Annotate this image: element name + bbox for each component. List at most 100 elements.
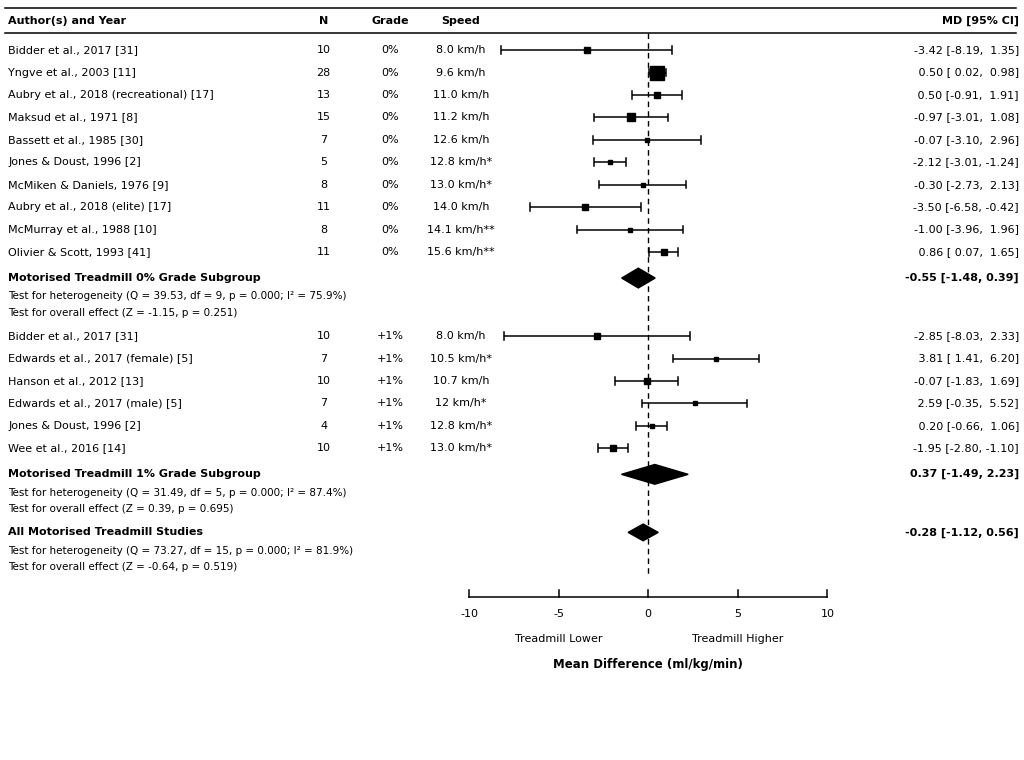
Text: All Motorised Treadmill Studies: All Motorised Treadmill Studies <box>8 527 203 537</box>
Text: 13.0 km/h*: 13.0 km/h* <box>430 443 492 453</box>
Text: 0%: 0% <box>381 179 399 190</box>
Text: -0.97 [-3.01,  1.08]: -0.97 [-3.01, 1.08] <box>913 112 1019 122</box>
Text: 11: 11 <box>316 247 331 257</box>
Text: Motorised Treadmill 0% Grade Subgroup: Motorised Treadmill 0% Grade Subgroup <box>8 273 261 283</box>
Text: 0.20 [-0.66,  1.06]: 0.20 [-0.66, 1.06] <box>914 421 1019 431</box>
Text: 10: 10 <box>316 376 331 386</box>
Text: 7: 7 <box>321 353 327 363</box>
Text: Aubry et al., 2018 (recreational) [17]: Aubry et al., 2018 (recreational) [17] <box>8 90 214 100</box>
Text: 0%: 0% <box>381 112 399 122</box>
Text: 13.0 km/h*: 13.0 km/h* <box>430 179 492 190</box>
Text: 15.6 km/h**: 15.6 km/h** <box>427 247 495 257</box>
Text: -0.55 [-1.48, 0.39]: -0.55 [-1.48, 0.39] <box>905 273 1019 283</box>
Text: 0%: 0% <box>381 135 399 145</box>
Text: 8: 8 <box>321 224 327 235</box>
Text: Bidder et al., 2017 [31]: Bidder et al., 2017 [31] <box>8 45 138 55</box>
Text: 0.50 [-0.91,  1.91]: 0.50 [-0.91, 1.91] <box>914 90 1019 100</box>
Text: 0%: 0% <box>381 202 399 212</box>
Text: Test for overall effect (Z = -0.64, p = 0.519): Test for overall effect (Z = -0.64, p = … <box>8 562 238 572</box>
Text: MD [95% CI]: MD [95% CI] <box>942 16 1019 27</box>
Text: 3.81 [ 1.41,  6.20]: 3.81 [ 1.41, 6.20] <box>914 353 1019 363</box>
Text: -1.00 [-3.96,  1.96]: -1.00 [-3.96, 1.96] <box>913 224 1019 235</box>
Text: Treadmill Higher: Treadmill Higher <box>692 634 783 644</box>
Text: Grade: Grade <box>372 16 409 27</box>
Text: 0.50 [ 0.02,  0.98]: 0.50 [ 0.02, 0.98] <box>914 68 1019 78</box>
Text: Yngve et al., 2003 [11]: Yngve et al., 2003 [11] <box>8 68 136 78</box>
Text: 7: 7 <box>321 398 327 408</box>
Text: 4: 4 <box>321 421 327 431</box>
Text: -0.28 [-1.12, 0.56]: -0.28 [-1.12, 0.56] <box>905 527 1019 537</box>
Text: 0%: 0% <box>381 90 399 100</box>
Text: 0%: 0% <box>381 68 399 78</box>
Text: 11: 11 <box>316 202 331 212</box>
Text: -2.12 [-3.01, -1.24]: -2.12 [-3.01, -1.24] <box>913 157 1019 167</box>
Text: 14.0 km/h: 14.0 km/h <box>432 202 489 212</box>
Text: Test for overall effect (Z = 0.39, p = 0.695): Test for overall effect (Z = 0.39, p = 0… <box>8 504 233 514</box>
Text: 11.2 km/h: 11.2 km/h <box>432 112 489 122</box>
Text: Edwards et al., 2017 (female) [5]: Edwards et al., 2017 (female) [5] <box>8 353 193 363</box>
Text: Mean Difference (ml/kg/min): Mean Difference (ml/kg/min) <box>553 658 743 671</box>
Text: Speed: Speed <box>441 16 480 27</box>
Text: +1%: +1% <box>377 443 403 453</box>
Polygon shape <box>628 524 658 541</box>
Text: 5: 5 <box>734 609 741 619</box>
Text: Test for heterogeneity (Q = 73.27, df = 15, p = 0.000; I² = 81.9%): Test for heterogeneity (Q = 73.27, df = … <box>8 546 353 556</box>
Text: Hanson et al., 2012 [13]: Hanson et al., 2012 [13] <box>8 376 143 386</box>
Text: +1%: +1% <box>377 398 403 408</box>
Text: 12.8 km/h*: 12.8 km/h* <box>430 421 492 431</box>
Text: Olivier & Scott, 1993 [41]: Olivier & Scott, 1993 [41] <box>8 247 151 257</box>
Text: -0.07 [-3.10,  2.96]: -0.07 [-3.10, 2.96] <box>913 135 1019 145</box>
Text: Jones & Doust, 1996 [2]: Jones & Doust, 1996 [2] <box>8 421 141 431</box>
Text: Treadmill Lower: Treadmill Lower <box>515 634 602 644</box>
Text: Motorised Treadmill 1% Grade Subgroup: Motorised Treadmill 1% Grade Subgroup <box>8 470 261 480</box>
Text: Bassett et al., 1985 [30]: Bassett et al., 1985 [30] <box>8 135 143 145</box>
Text: 2.59 [-0.35,  5.52]: 2.59 [-0.35, 5.52] <box>914 398 1019 408</box>
Text: Author(s) and Year: Author(s) and Year <box>8 16 126 27</box>
Text: -1.95 [-2.80, -1.10]: -1.95 [-2.80, -1.10] <box>913 443 1019 453</box>
Text: McMiken & Daniels, 1976 [9]: McMiken & Daniels, 1976 [9] <box>8 179 169 190</box>
Text: Test for heterogeneity (Q = 39.53, df = 9, p = 0.000; I² = 75.9%): Test for heterogeneity (Q = 39.53, df = … <box>8 291 347 302</box>
Text: 7: 7 <box>321 135 327 145</box>
Text: 15: 15 <box>316 112 331 122</box>
Text: +1%: +1% <box>377 421 403 431</box>
Text: Maksud et al., 1971 [8]: Maksud et al., 1971 [8] <box>8 112 138 122</box>
Text: 10: 10 <box>316 45 331 55</box>
Text: 12.6 km/h: 12.6 km/h <box>432 135 489 145</box>
Text: Jones & Doust, 1996 [2]: Jones & Doust, 1996 [2] <box>8 157 141 167</box>
Text: -3.50 [-6.58, -0.42]: -3.50 [-6.58, -0.42] <box>913 202 1019 212</box>
Text: 0: 0 <box>645 609 651 619</box>
Text: +1%: +1% <box>377 353 403 363</box>
Text: Wee et al., 2016 [14]: Wee et al., 2016 [14] <box>8 443 126 453</box>
Text: 8.0 km/h: 8.0 km/h <box>436 331 485 341</box>
Text: 5: 5 <box>321 157 327 167</box>
Text: N: N <box>318 16 329 27</box>
Text: 10.7 km/h: 10.7 km/h <box>432 376 489 386</box>
Text: 9.6 km/h: 9.6 km/h <box>436 68 485 78</box>
Text: 13: 13 <box>316 90 331 100</box>
Text: 10: 10 <box>820 609 835 619</box>
Text: 11.0 km/h: 11.0 km/h <box>432 90 489 100</box>
Text: 10.5 km/h*: 10.5 km/h* <box>430 353 492 363</box>
Text: 10: 10 <box>316 443 331 453</box>
Text: +1%: +1% <box>377 331 403 341</box>
Text: 0%: 0% <box>381 247 399 257</box>
Polygon shape <box>622 268 655 288</box>
Text: Bidder et al., 2017 [31]: Bidder et al., 2017 [31] <box>8 331 138 341</box>
Text: -0.07 [-1.83,  1.69]: -0.07 [-1.83, 1.69] <box>913 376 1019 386</box>
Text: 0.86 [ 0.07,  1.65]: 0.86 [ 0.07, 1.65] <box>914 247 1019 257</box>
Text: 14.1 km/h**: 14.1 km/h** <box>427 224 495 235</box>
Text: 10: 10 <box>316 331 331 341</box>
Text: -2.85 [-8.03,  2.33]: -2.85 [-8.03, 2.33] <box>913 331 1019 341</box>
Text: Test for overall effect (Z = -1.15, p = 0.251): Test for overall effect (Z = -1.15, p = … <box>8 308 238 318</box>
Text: -10: -10 <box>460 609 478 619</box>
Text: 8: 8 <box>321 179 327 190</box>
Text: Test for heterogeneity (Q = 31.49, df = 5, p = 0.000; I² = 87.4%): Test for heterogeneity (Q = 31.49, df = … <box>8 488 347 498</box>
Text: 12.8 km/h*: 12.8 km/h* <box>430 157 492 167</box>
Text: Edwards et al., 2017 (male) [5]: Edwards et al., 2017 (male) [5] <box>8 398 182 408</box>
Text: -0.30 [-2.73,  2.13]: -0.30 [-2.73, 2.13] <box>913 179 1019 190</box>
Text: 0%: 0% <box>381 45 399 55</box>
Text: 0%: 0% <box>381 157 399 167</box>
Text: 0%: 0% <box>381 224 399 235</box>
Text: McMurray et al., 1988 [10]: McMurray et al., 1988 [10] <box>8 224 157 235</box>
Text: +1%: +1% <box>377 376 403 386</box>
